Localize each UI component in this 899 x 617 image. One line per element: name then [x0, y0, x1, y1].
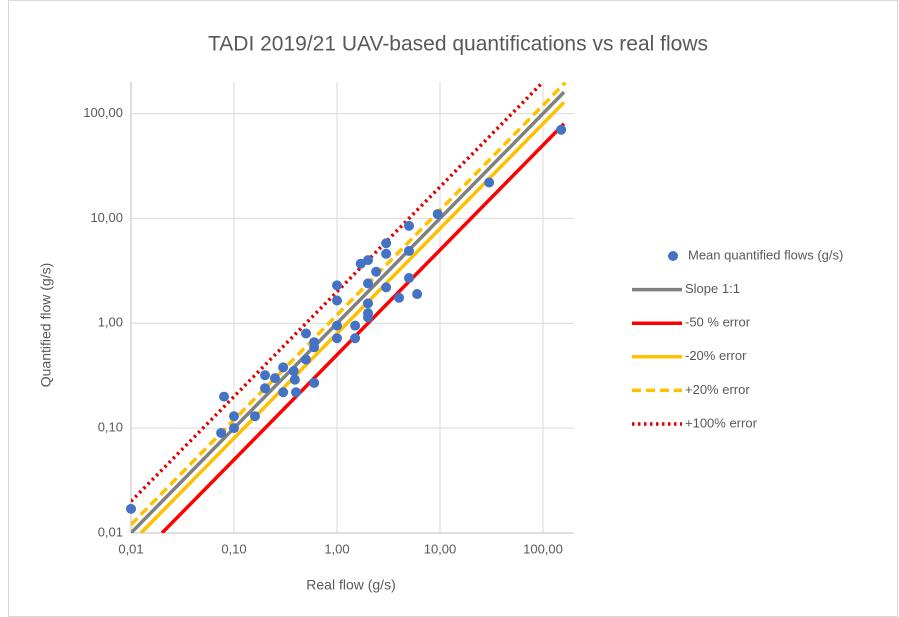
data-point [291, 387, 302, 398]
data-point [269, 373, 280, 384]
data-point [363, 255, 374, 266]
y-axis-label: Quantified flow (g/s) [38, 263, 54, 388]
data-point [278, 387, 289, 398]
data-point [350, 320, 361, 331]
data-point [350, 333, 361, 344]
y-tick-label: 0,01 [98, 524, 123, 539]
data-point [278, 362, 289, 373]
legend-label: -50 % error [685, 315, 751, 330]
series-line [131, 82, 567, 526]
data-point [216, 427, 227, 438]
data-point [371, 266, 382, 277]
y-tick-label: 1,00 [98, 315, 123, 330]
data-point [484, 177, 495, 188]
legend: Mean quantified flows (g/s) Slope 1:1 -50 … [632, 247, 843, 430]
data-point [288, 366, 299, 377]
data-point [403, 273, 414, 284]
data-point [260, 370, 271, 381]
x-tick-label: 1,00 [324, 541, 349, 556]
data-point [381, 282, 392, 293]
data-point [331, 295, 342, 306]
data-point [403, 245, 414, 256]
data-point [331, 333, 342, 344]
data-point [309, 337, 320, 348]
series-line [131, 90, 566, 533]
series-line [160, 122, 566, 533]
data-point [260, 383, 271, 394]
x-tick-label: 100,00 [523, 541, 563, 556]
y-tick-label: 100,00 [83, 105, 123, 120]
data-point [363, 312, 374, 323]
legend-label: +100% error [685, 415, 758, 430]
data-point [219, 391, 230, 402]
data-point [309, 377, 320, 388]
y-tick-label: 10,00 [90, 210, 123, 225]
data-point [126, 503, 136, 514]
data-point [363, 298, 374, 309]
data-point [412, 289, 423, 300]
series-line [131, 83, 542, 503]
data-point [556, 124, 567, 135]
data-point [403, 220, 414, 231]
legend-label: -20% error [685, 348, 747, 363]
y-tick-label: 0,10 [98, 420, 123, 435]
data-point [250, 411, 261, 422]
legend-label: +20% error [685, 382, 750, 397]
plot-area [131, 82, 567, 533]
data-point [394, 292, 405, 303]
data-point [228, 411, 239, 422]
x-tick-label: 10,00 [424, 541, 457, 556]
data-point [300, 354, 311, 365]
legend-label: Mean quantified flows (g/s) [688, 247, 843, 262]
grid [130, 82, 574, 534]
data-point [300, 328, 311, 339]
chart-title: TADI 2019/21 UAV-based quantifications v… [208, 33, 708, 56]
data-point [331, 280, 342, 291]
x-tick-label: 0,10 [221, 541, 246, 556]
data-point [381, 238, 392, 249]
chart-frame [8, 0, 898, 617]
data-point [381, 248, 392, 259]
data-point [432, 209, 443, 220]
data-point [331, 320, 342, 331]
data-point [228, 423, 239, 434]
data-point [363, 278, 374, 289]
series-line [139, 101, 566, 533]
legend-marker [668, 251, 678, 261]
x-tick-label: 0,01 [118, 541, 143, 556]
legend-label: Slope 1:1 [685, 281, 740, 296]
data-point [289, 374, 300, 385]
x-axis-label: Real flow (g/s) [306, 577, 395, 593]
